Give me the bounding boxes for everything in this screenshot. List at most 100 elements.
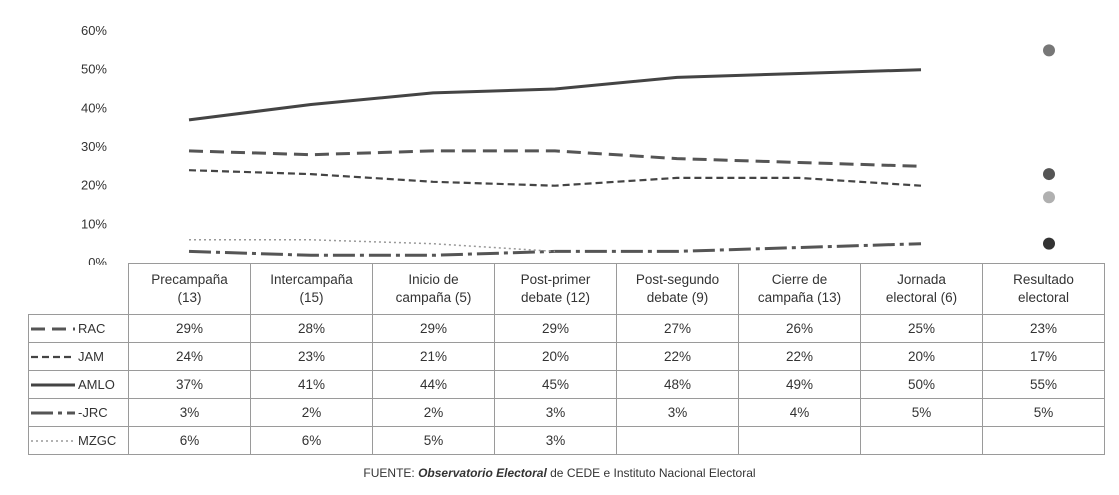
category-label-line: electoral (6) bbox=[885, 290, 958, 305]
category-label: Post-segundo debate (9) bbox=[616, 263, 739, 315]
data-cell: 17% bbox=[982, 342, 1105, 371]
y-tick-label: 20% bbox=[81, 178, 107, 193]
result-marker-jrc bbox=[1043, 237, 1055, 250]
series-lines bbox=[188, 68, 922, 257]
category-label-line: Cierre de bbox=[771, 272, 828, 287]
data-cell: 20% bbox=[494, 342, 617, 371]
data-cell: 3% bbox=[128, 398, 251, 427]
legend-swatch bbox=[31, 355, 75, 358]
data-cell: 27% bbox=[616, 314, 739, 343]
legend-cell: AMLO bbox=[28, 370, 129, 399]
data-cell: 4% bbox=[738, 398, 861, 427]
legend-label: AMLO bbox=[78, 377, 115, 392]
source-note: FUENTE: Observatorio Electoral de CEDE e… bbox=[0, 466, 1119, 480]
series-line-jrc bbox=[188, 242, 922, 257]
data-cell: 22% bbox=[738, 342, 861, 371]
data-cell: 49% bbox=[738, 370, 861, 399]
category-label-line: Post-segundo bbox=[635, 272, 720, 287]
legend-swatch bbox=[31, 383, 75, 386]
category-label-line: campaña (5) bbox=[395, 290, 472, 305]
data-cell: 2% bbox=[250, 398, 373, 427]
data-cell: 29% bbox=[494, 314, 617, 343]
source-emphasis: Observatorio Electoral bbox=[418, 466, 547, 480]
data-cell: 26% bbox=[738, 314, 861, 343]
table-corner bbox=[28, 263, 129, 315]
y-tick-label: 40% bbox=[81, 100, 107, 115]
category-label-line: Post-primer bbox=[520, 272, 591, 287]
legend-label: -JRC bbox=[78, 405, 108, 420]
legend-label: JAM bbox=[78, 349, 104, 364]
result-marker-amlo bbox=[1043, 44, 1055, 57]
category-label: Resultado electoral bbox=[982, 263, 1105, 315]
legend-cell: JAM bbox=[28, 342, 129, 371]
data-cell: 23% bbox=[982, 314, 1105, 343]
data-cell: 5% bbox=[860, 398, 983, 427]
data-cell: 2% bbox=[372, 398, 495, 427]
category-label: Inicio de campaña (5) bbox=[372, 263, 495, 315]
data-cell: 5% bbox=[982, 398, 1105, 427]
data-cell bbox=[860, 426, 983, 455]
table-row: AMLO 37% 41% 44% 45% 48% 49% 50% 55% bbox=[28, 370, 1105, 399]
data-cell: 37% bbox=[128, 370, 251, 399]
category-label-line: electoral bbox=[1017, 290, 1070, 305]
category-label-line: Precampaña bbox=[151, 272, 228, 287]
category-label: Intercampaña (15) bbox=[250, 263, 373, 315]
result-markers bbox=[1043, 44, 1055, 250]
legend-swatch bbox=[31, 411, 75, 414]
data-cell: 29% bbox=[128, 314, 251, 343]
y-tick-label: 10% bbox=[81, 216, 107, 231]
data-cell: 3% bbox=[494, 398, 617, 427]
category-label: Precampaña (13) bbox=[128, 263, 251, 315]
data-cell: 23% bbox=[250, 342, 373, 371]
table-header-row: Precampaña (13) Intercampaña (15) Inicio de c… bbox=[28, 263, 1105, 315]
data-cell: 25% bbox=[860, 314, 983, 343]
category-label-line: Jornada bbox=[897, 272, 946, 287]
source-prefix: FUENTE: bbox=[363, 466, 419, 480]
category-label: Post-primer debate (12) bbox=[494, 263, 617, 315]
y-tick-label: 50% bbox=[81, 62, 107, 77]
series-line-rac bbox=[188, 149, 922, 168]
data-cell: 48% bbox=[616, 370, 739, 399]
data-cell: 20% bbox=[860, 342, 983, 371]
category-label: Cierre de campaña (13) bbox=[738, 263, 861, 315]
legend-swatch bbox=[31, 439, 75, 442]
legend-swatch bbox=[31, 327, 75, 330]
data-cell: 44% bbox=[372, 370, 495, 399]
data-cell: 55% bbox=[982, 370, 1105, 399]
category-label-line: Inicio de bbox=[408, 272, 459, 287]
table-row: -JRC 3% 2% 2% 3% 3% 4% 5% 5% bbox=[28, 398, 1105, 427]
series-line-mzgc bbox=[189, 239, 556, 253]
data-cell: 24% bbox=[128, 342, 251, 371]
data-cell: 50% bbox=[860, 370, 983, 399]
table-row: MZGC 6% 6% 5% 3% bbox=[28, 426, 1105, 455]
source-suffix: de CEDE e Instituto Nacional Electoral bbox=[546, 466, 756, 480]
line-chart: 60% 50% 40% 30% 20% 10% 0% bbox=[81, 23, 1055, 265]
y-axis: 60% 50% 40% 30% 20% 10% 0% bbox=[81, 23, 107, 265]
series-line-jam bbox=[188, 169, 922, 187]
y-tick-label: 60% bbox=[81, 23, 107, 38]
result-marker-rac bbox=[1043, 168, 1055, 181]
category-label-line: debate (12) bbox=[520, 290, 591, 305]
data-table: Precampaña (13) Intercampaña (15) Inicio de c… bbox=[28, 263, 1105, 455]
data-cell: 6% bbox=[128, 426, 251, 455]
category-label-line: campaña (13) bbox=[757, 290, 842, 305]
legend-cell: MZGC bbox=[28, 426, 129, 455]
data-cell: 29% bbox=[372, 314, 495, 343]
category-label-line: Resultado bbox=[1013, 272, 1074, 287]
y-tick-label: 0% bbox=[88, 255, 107, 265]
data-cell: 41% bbox=[250, 370, 373, 399]
data-cell: 3% bbox=[494, 426, 617, 455]
table-row: RAC 29% 28% 29% 29% 27% 26% 25% 23% bbox=[28, 314, 1105, 343]
data-cell: 45% bbox=[494, 370, 617, 399]
data-cell: 22% bbox=[616, 342, 739, 371]
legend-cell: RAC bbox=[28, 314, 129, 343]
result-marker-jam bbox=[1043, 191, 1055, 204]
data-cell: 28% bbox=[250, 314, 373, 343]
legend-cell: -JRC bbox=[28, 398, 129, 427]
data-cell bbox=[616, 426, 739, 455]
data-cell: 5% bbox=[372, 426, 495, 455]
category-label-line: Intercampaña bbox=[270, 272, 353, 287]
series-line-amlo bbox=[188, 68, 922, 122]
data-cell: 6% bbox=[250, 426, 373, 455]
legend-label: RAC bbox=[78, 321, 106, 336]
